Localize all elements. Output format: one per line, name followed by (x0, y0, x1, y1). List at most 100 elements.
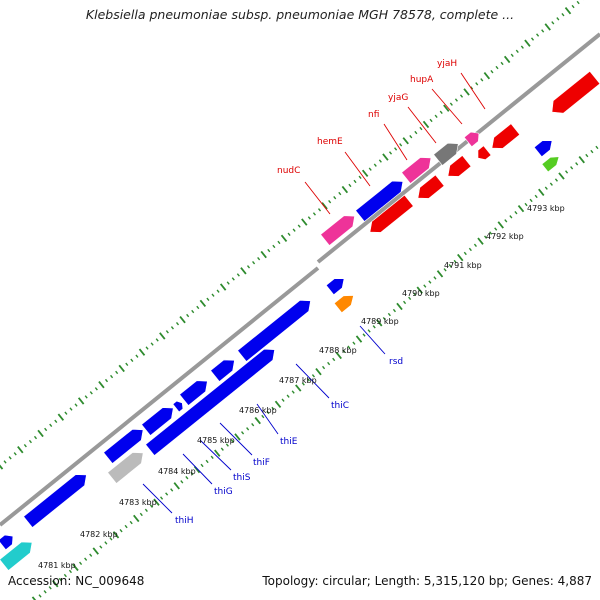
gene-arrow[interactable] (172, 400, 184, 413)
tick-mark (17, 446, 24, 454)
gene-arrow-gray[interactable] (433, 142, 459, 166)
genome-summary-text: Topology: circular; Length: 5,315,120 bp… (262, 574, 592, 588)
gene-arrow-red[interactable] (477, 145, 492, 160)
gene-label-thiF[interactable]: thiF (253, 458, 270, 468)
tick-mark (524, 202, 528, 207)
gene-arrow-red[interactable] (491, 123, 521, 149)
gene-label-hupA[interactable]: hupA (410, 75, 434, 85)
tick-mark (214, 449, 221, 457)
tick-mark (226, 281, 230, 285)
tick-mark (449, 102, 453, 106)
tick-mark (515, 49, 519, 53)
gene-arrow-orange[interactable] (333, 295, 354, 314)
tick-mark (463, 88, 470, 96)
gene-arrow[interactable] (533, 140, 553, 158)
tick-mark (520, 45, 524, 49)
tick-mark (109, 537, 113, 541)
gene-arrows[interactable] (0, 70, 600, 571)
tick-mark (558, 172, 565, 180)
gene-arrow-green[interactable] (541, 156, 560, 173)
tick-label: 4782 kbp (80, 530, 118, 539)
gene-label-nudC[interactable]: nudC (277, 166, 300, 176)
gene-label-rsd[interactable]: rsd (389, 357, 403, 367)
tick-mark (423, 284, 427, 288)
tick-mark (44, 427, 48, 432)
tick-mark (118, 364, 125, 373)
gene-arrow[interactable] (210, 359, 235, 382)
tick-mark (327, 361, 331, 366)
tick-mark (219, 283, 227, 291)
gene-arrow[interactable] (0, 534, 14, 551)
tick-mark (196, 305, 200, 310)
tick-mark (409, 134, 413, 139)
gene-label-thiH[interactable]: thiH (175, 516, 194, 526)
gene-label-thiE[interactable]: thiE (280, 437, 298, 447)
tick-mark (353, 179, 357, 184)
tick-mark (31, 596, 37, 600)
leader-line (407, 106, 437, 144)
tick-mark (321, 202, 328, 210)
gene-arrow[interactable] (23, 474, 87, 528)
gene-arrow[interactable] (103, 429, 144, 464)
tick-mark (33, 435, 38, 440)
tick-mark (170, 326, 174, 330)
tick-mark (145, 346, 149, 350)
tick-mark (94, 387, 98, 391)
tick-mark (58, 577, 62, 582)
gene-arrow-cyan[interactable] (0, 541, 33, 571)
tick-mark (110, 374, 114, 379)
tick-mark (544, 23, 551, 31)
gene-label-thiC[interactable]: thiC (331, 401, 349, 411)
tick-mark (230, 439, 234, 443)
tick-mark (63, 573, 67, 578)
tick-mark (490, 69, 494, 74)
gene-label-yjaG[interactable]: yjaG (388, 93, 408, 103)
gene-arrow-pink[interactable] (320, 215, 355, 246)
gene-arrow[interactable] (325, 278, 345, 296)
tick-mark (112, 531, 120, 539)
tick-mark (394, 147, 398, 151)
backbone-lower (0, 266, 320, 527)
tick-mark (500, 61, 504, 66)
tick-mark (443, 268, 447, 272)
tick-mark (274, 400, 282, 408)
tick-mark (43, 590, 47, 594)
tick-mark (480, 78, 484, 82)
gene-arrow[interactable] (179, 380, 208, 406)
gene-arrow-red[interactable] (551, 70, 600, 114)
gene-label-yjaH[interactable]: yjaH (437, 59, 457, 69)
tick-mark (104, 378, 109, 383)
tick-mark (307, 216, 311, 220)
tick-mark (0, 464, 4, 470)
tick-mark (489, 231, 493, 235)
gene-arrow[interactable] (237, 300, 311, 362)
gene-arrow[interactable] (355, 180, 404, 222)
gene-arrow-thi[interactable] (145, 348, 275, 456)
tick-mark (231, 277, 235, 281)
tick-mark (342, 349, 346, 353)
leader-line (256, 403, 279, 435)
gene-arrow-red[interactable] (417, 174, 445, 199)
tick-mark (115, 370, 119, 375)
gene-arrow-pink[interactable] (401, 157, 432, 184)
tick-mark (595, 145, 599, 150)
gene-arrow-red[interactable] (369, 194, 414, 233)
tick-mark (72, 563, 79, 572)
tick-mark (510, 53, 514, 58)
gene-label-thiS[interactable]: thiS (233, 473, 251, 483)
tick-mark (281, 398, 285, 402)
gene-label-hemE[interactable]: hemE (317, 137, 343, 147)
tick-mark (565, 170, 569, 174)
tick-mark (509, 215, 513, 219)
gene-arrow[interactable] (141, 407, 174, 436)
gene-arrow-red[interactable] (447, 155, 472, 177)
gene-label-nfi[interactable]: nfi (368, 110, 379, 120)
gene-arrow-gray[interactable] (107, 452, 144, 484)
gene-arrow-pink[interactable] (463, 131, 480, 148)
gene-label-thiG[interactable]: thiG (214, 487, 233, 497)
tick-mark (186, 313, 190, 318)
tick-mark (69, 407, 73, 411)
tick-mark (312, 212, 316, 216)
